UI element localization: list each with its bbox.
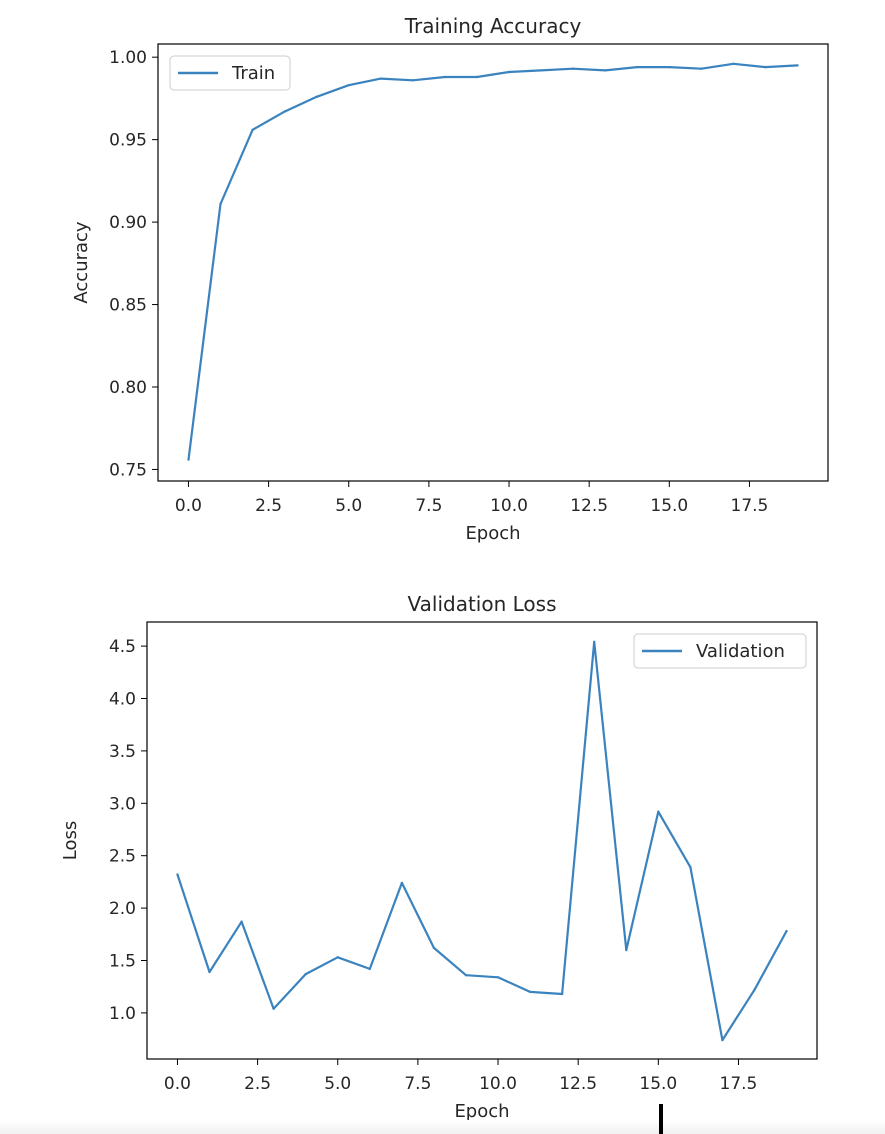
- y-tick-label: 2.0: [109, 899, 136, 919]
- y-tick-label: 1.5: [109, 951, 136, 971]
- data-point: [347, 84, 350, 87]
- x-tick-label: 2.5: [255, 496, 282, 516]
- y-axis-label: Accuracy: [71, 221, 92, 304]
- x-tick-label: 17.5: [731, 496, 769, 516]
- series-line-train: [187, 62, 798, 460]
- chart-1: Training Accuracy 0.0 2.5 5.0 7.5 10.0 12.5 15.…: [71, 14, 829, 544]
- data-point: [251, 128, 254, 131]
- x-tick-label: 0.0: [175, 496, 202, 516]
- y-tick-label: 1.00: [109, 48, 147, 68]
- series-line-validation: [176, 640, 788, 1042]
- data-point: [732, 62, 735, 65]
- data-point: [764, 65, 767, 69]
- y-tick-label: 4.5: [109, 637, 136, 657]
- y-axis-label: Loss: [60, 821, 81, 860]
- data-point: [219, 202, 222, 206]
- data-point: [336, 956, 339, 959]
- data-point: [475, 75, 479, 79]
- y-tick-label: 2.5: [109, 847, 136, 867]
- data-point: [400, 881, 404, 885]
- plot-frame: [157, 43, 829, 482]
- data-point: [283, 110, 286, 113]
- data-point: [176, 873, 179, 876]
- y-tick-label: 0.85: [109, 296, 147, 316]
- data-point: [604, 69, 607, 72]
- legend-label: Validation: [696, 641, 785, 662]
- legend-box: [169, 55, 291, 91]
- x-tick-label: 10.0: [479, 1074, 517, 1094]
- legend: Validation: [633, 633, 807, 669]
- data-point: [528, 990, 532, 994]
- x-tick-label: 17.5: [720, 1074, 758, 1094]
- data-point: [721, 1038, 724, 1042]
- data-point: [432, 946, 436, 950]
- data-point: [700, 67, 703, 70]
- x-axis-label: Epoch: [454, 1101, 509, 1122]
- data-point: [496, 976, 500, 979]
- data-point: [657, 810, 660, 813]
- data-point: [560, 992, 564, 996]
- x-tick-label: 12.5: [570, 496, 608, 516]
- data-point: [539, 69, 543, 72]
- chart-title: Training Accuracy: [404, 14, 582, 38]
- x-tick-label: 10.0: [490, 496, 528, 516]
- data-point: [796, 64, 799, 67]
- data-point: [187, 458, 190, 461]
- x-tick-label: 5.0: [335, 496, 362, 516]
- x-tick-label: 15.0: [650, 496, 688, 516]
- data-point: [593, 640, 596, 644]
- data-point: [785, 929, 788, 933]
- x-tick-label: 7.5: [404, 1074, 431, 1094]
- x-tick-label: 15.0: [639, 1074, 677, 1094]
- text-cursor-icon: [659, 1104, 663, 1134]
- data-point: [507, 70, 511, 74]
- y-tick-label: 4.0: [109, 690, 136, 710]
- data-point: [668, 65, 671, 69]
- y-tick-label: 0.75: [109, 460, 147, 480]
- x-tick-label: 7.5: [415, 496, 442, 516]
- y-tick-label: 0.80: [109, 378, 147, 398]
- data-point: [368, 967, 371, 971]
- x-tick-label: 12.5: [559, 1074, 597, 1094]
- legend-box: [633, 633, 807, 669]
- y-tick-label: 0.95: [109, 131, 147, 151]
- data-point: [636, 65, 639, 69]
- data-point: [464, 974, 468, 977]
- x-tick-label: 5.0: [324, 1074, 351, 1094]
- data-point: [304, 972, 307, 976]
- legend: Train: [169, 55, 291, 91]
- chart-title: Validation Loss: [408, 592, 557, 616]
- y-tick-label: 3.0: [109, 794, 136, 814]
- data-point: [571, 67, 575, 70]
- data-point: [315, 95, 318, 99]
- x-tick-label: 0.0: [164, 1074, 191, 1094]
- y-tick-label: 1.0: [109, 1004, 136, 1024]
- data-point: [443, 75, 447, 79]
- x-tick-label: 2.5: [244, 1074, 271, 1094]
- bottom-edge-shadow: [0, 1120, 885, 1134]
- chart-2: Validation Loss 0.0 2.5 5.0 7.5 10.0 12.5 15.0 1…: [60, 592, 818, 1122]
- plot-frame: [146, 621, 818, 1060]
- data-point: [379, 77, 382, 80]
- data-point: [240, 920, 243, 923]
- data-point: [411, 79, 415, 82]
- data-point: [208, 970, 211, 974]
- y-tick-label: 0.90: [109, 213, 147, 233]
- legend-label: Train: [231, 63, 275, 84]
- data-point: [689, 866, 692, 869]
- y-tick-label: 3.5: [109, 742, 136, 762]
- data-point: [625, 948, 628, 952]
- data-point: [753, 988, 756, 991]
- x-axis-label: Epoch: [465, 523, 520, 544]
- data-point: [272, 1007, 275, 1010]
